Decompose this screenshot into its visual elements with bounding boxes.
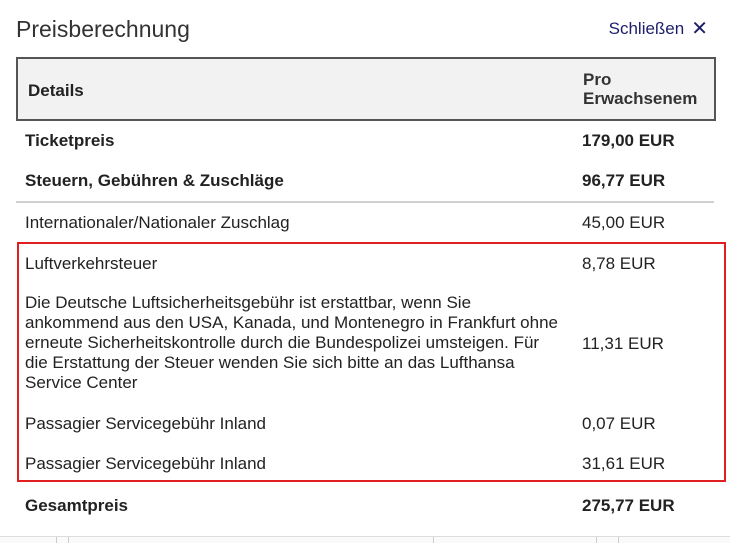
row-ticket-price-label: Ticketpreis: [25, 131, 115, 150]
row-surcharge-value: 45,00 EUR: [582, 213, 666, 232]
footer-edge: [0, 536, 730, 543]
close-button[interactable]: Schließen ✕: [609, 19, 708, 39]
row-service-fee-1-value: 0,07 EUR: [582, 414, 656, 433]
row-taxes-label: Steuern, Gebühren & Zuschläge: [25, 171, 284, 190]
divider: [16, 201, 714, 203]
row-service-fee-2-label: Passagier Servicegebühr Inland: [25, 454, 266, 473]
row-air-tax-value: 8,78 EUR: [582, 254, 656, 273]
close-label: Schließen: [608, 19, 685, 38]
row-total-value: 275,77 EUR: [582, 496, 675, 515]
row-total-label: Gesamtpreis: [25, 496, 128, 515]
row-surcharge-label: Internationaler/Nationaler Zuschlag: [25, 213, 290, 232]
row-security-fee-label: Die Deutsche Luftsicherheitsgebühr ist e…: [25, 293, 559, 392]
row-service-fee-2-value: 31,61 EUR: [582, 454, 666, 473]
header-details: Details: [28, 81, 84, 100]
row-taxes-value: 96,77 EUR: [582, 171, 666, 190]
dialog-title: Preisberechnung: [16, 16, 190, 42]
row-ticket-price-value: 179,00 EUR: [582, 131, 675, 150]
row-security-fee-value: 11,31 EUR: [582, 334, 664, 353]
row-air-tax-label: Luftverkehrsteuer: [25, 254, 158, 273]
table-header: Details Pro Erwachsenem: [16, 57, 716, 121]
close-icon: ✕: [691, 18, 708, 40]
header-per-adult: Pro Erwachsenem: [583, 70, 698, 108]
highlight-box: [17, 242, 726, 482]
row-service-fee-1-label: Passagier Servicegebühr Inland: [25, 414, 266, 433]
